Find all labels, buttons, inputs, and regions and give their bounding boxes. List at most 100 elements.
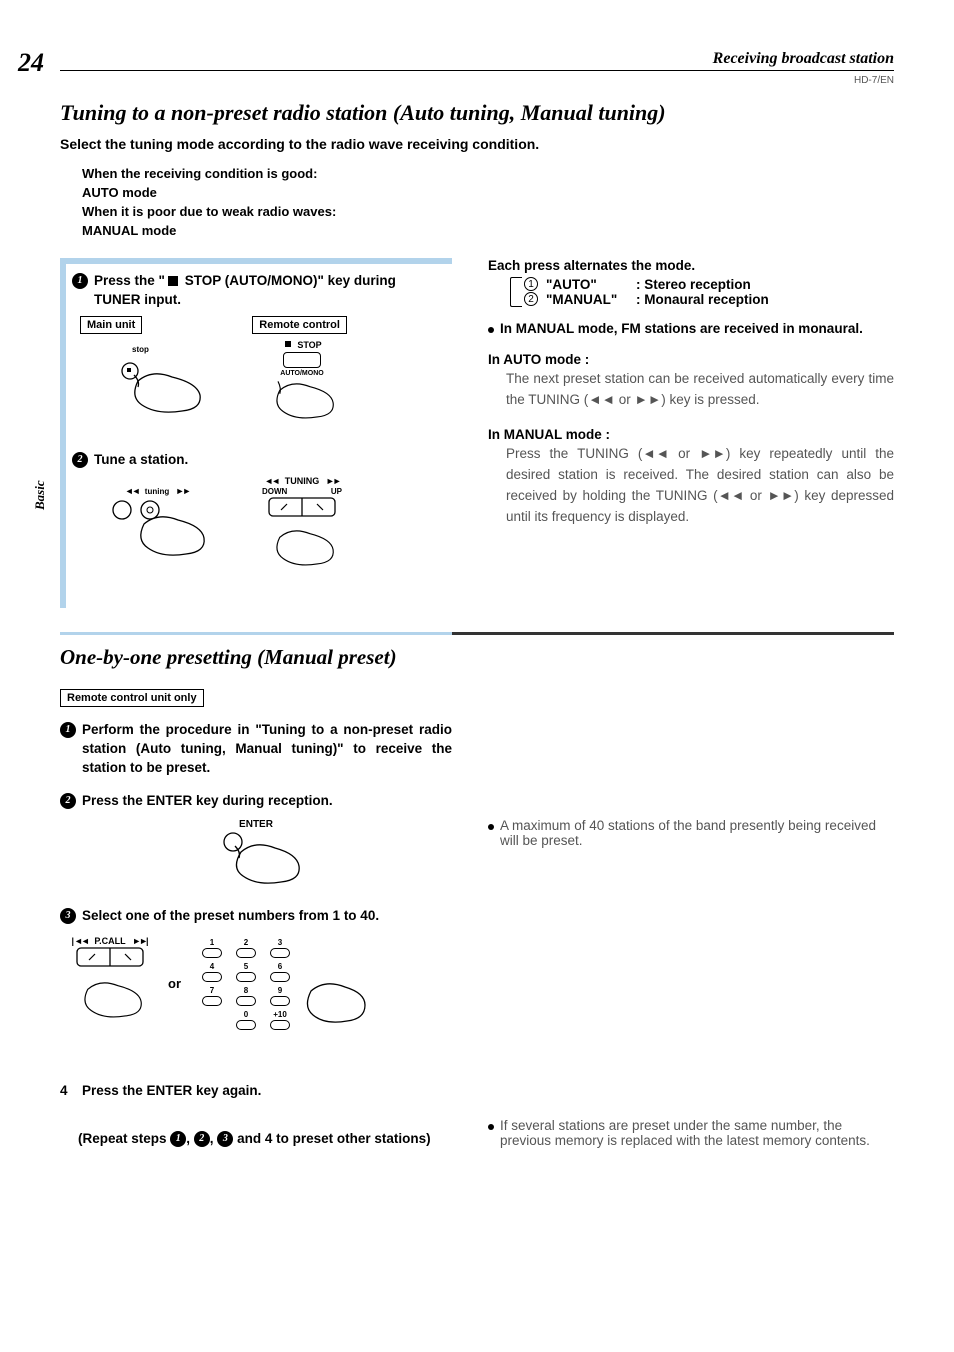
remote-control-label: Remote control (252, 316, 347, 334)
remote-only-label: Remote control unit only (60, 689, 204, 707)
down-label: DOWN (262, 487, 287, 496)
main-unit-label: Main unit (80, 316, 142, 334)
mode-intro: Each press alternates the mode. (488, 258, 894, 273)
step-num-1: 1 (170, 1131, 186, 1147)
step-num-3: 3 (217, 1131, 233, 1147)
step-1: 1 Press the " STOP (AUTO/MONO)" key duri… (72, 272, 442, 310)
page-number: 24 (18, 48, 44, 78)
s2-step1-text: Perform the procedure in "Tuning to a no… (82, 721, 452, 778)
figure-stop-row: stop STOP (102, 340, 442, 433)
bracket-icon (510, 277, 522, 307)
bullet-icon (488, 1124, 494, 1130)
divider (60, 632, 894, 635)
manual-monaural-text: In MANUAL mode, FM stations are received… (500, 321, 863, 336)
replace-memory-text: If several stations are preset under the… (500, 1118, 894, 1148)
manual-mode-body: Press the TUNING (◄◄ or ►►) key repeated… (506, 444, 894, 528)
step-num-1: 1 (72, 273, 88, 289)
section1-intro: Select the tuning mode according to the … (60, 134, 894, 155)
s2-step-2: 2 Press the ENTER key during reception. (60, 792, 452, 811)
pcall-button-icon (75, 946, 145, 970)
keypad-figure: 123 456 7890 +10 (199, 938, 367, 1030)
step-num-1: 1 (60, 722, 76, 738)
pcall-figure: | P.CALL | (70, 936, 150, 1032)
s2-step2-text: Press the ENTER key during reception. (82, 792, 333, 811)
manual-mode-block: In MANUAL mode : Press the TUNING (◄◄ or… (488, 427, 894, 528)
forward-icon (326, 476, 340, 486)
keypad-key: 5 (233, 962, 259, 982)
repeat-pre: (Repeat steps (78, 1131, 170, 1146)
keypad-key: 8 (233, 986, 259, 1006)
bullet-icon (488, 327, 494, 333)
section1-title: Tuning to a non-preset radio station (Au… (60, 100, 894, 126)
auto-mode-body: The next preset station can be received … (506, 369, 894, 411)
mode-auto-name: "AUTO" (546, 277, 632, 292)
mode-list: 1 "AUTO" : Stereo reception 2 "MANUAL" :… (510, 277, 894, 307)
keypad-key: 9 (267, 986, 293, 1006)
manual-monaural-note: In MANUAL mode, FM stations are received… (488, 321, 894, 336)
repeat-mid1: , (186, 1131, 194, 1146)
mode-manual-desc: : Monaural reception (636, 292, 769, 307)
section-heading: Receiving broadcast station (713, 50, 894, 68)
cond2-line1: When it is poor due to weak radio waves: (82, 203, 894, 222)
step2-text: Tune a station. (94, 451, 188, 470)
main-unit-tuning-figure: tuning (102, 486, 212, 571)
side-tab: Basic (32, 480, 48, 510)
keypad-key: 0 (233, 1010, 259, 1030)
hand-icon (70, 972, 150, 1027)
up-label: UP (331, 487, 342, 496)
step-num-3: 3 (60, 908, 76, 924)
section2-title: One-by-one presetting (Manual preset) (60, 645, 894, 670)
s2-step3-text: Select one of the preset numbers from 1 … (82, 907, 379, 926)
mode-manual-name: "MANUAL" (546, 292, 632, 307)
s2-step-4: 4 Press the ENTER key again. (60, 1082, 452, 1101)
hand-icon (211, 830, 301, 888)
keypad-key: 4 (199, 962, 225, 982)
circled-2-icon: 2 (524, 292, 538, 306)
main-unit-stop-figure: stop (102, 345, 212, 429)
step4-num: 4 (60, 1082, 76, 1101)
s2-step-3: 3 Select one of the preset numbers from … (60, 907, 452, 926)
tuning-button-icon (267, 496, 337, 520)
remote-tuning-figure: TUNING DOWN UP (262, 476, 342, 580)
keypad-key: 3 (267, 938, 293, 958)
bullet-icon (488, 824, 494, 830)
enter-figure: ENTER (60, 819, 452, 893)
enter-label: ENTER (60, 819, 452, 830)
hand-icon (297, 975, 367, 1030)
tuning-btn-label: TUNING (285, 476, 320, 486)
keypad-key: 7 (199, 986, 225, 1006)
step-num-2: 2 (72, 452, 88, 468)
step1-pre: Press the " (94, 273, 165, 288)
keypad-key: 2 (233, 938, 259, 958)
steps-frame: 1 Press the " STOP (AUTO/MONO)" key duri… (60, 258, 452, 608)
step-num-2: 2 (194, 1131, 210, 1147)
cond1-line1: When the receiving condition is good: (82, 165, 894, 184)
or-label: or (168, 976, 181, 991)
max-stations-note: A maximum of 40 stations of the band pre… (488, 818, 894, 848)
keypad-key: 6 (267, 962, 293, 982)
forward-icon (175, 487, 189, 496)
manual-mode-heading: In MANUAL mode : (488, 427, 894, 442)
rewind-icon (125, 487, 139, 496)
keypad-key: 1 (199, 938, 225, 958)
stop-btn-top-label: STOP (297, 340, 321, 350)
hand-icon (262, 373, 342, 428)
s2-step4-text: Press the ENTER key again. (82, 1082, 261, 1101)
step1-text: Press the " STOP (AUTO/MONO)" key during… (94, 272, 442, 310)
tuning-label: tuning (145, 487, 169, 496)
condition-block: When the receiving condition is good: AU… (82, 165, 894, 240)
cond2-line2: MANUAL mode (82, 222, 894, 241)
auto-mode-block: In AUTO mode : The next preset station c… (488, 352, 894, 411)
repeat-note: (Repeat steps 1, 2, 3 and 4 to preset ot… (78, 1130, 452, 1149)
hand-icon (102, 354, 212, 424)
rewind-icon (74, 936, 88, 946)
cond1-line2: AUTO mode (82, 184, 894, 203)
keypad-key: +10 (267, 1010, 293, 1030)
step-num-2: 2 (60, 793, 76, 809)
repeat-mid2: , (210, 1131, 218, 1146)
remote-stop-figure: STOP AUTO/MONO (262, 340, 342, 433)
rewind-icon (264, 476, 278, 486)
pcall-keypad-row: | P.CALL | or 1234567890+ (70, 936, 452, 1032)
hand-icon (102, 496, 212, 566)
auto-mode-heading: In AUTO mode : (488, 352, 894, 367)
